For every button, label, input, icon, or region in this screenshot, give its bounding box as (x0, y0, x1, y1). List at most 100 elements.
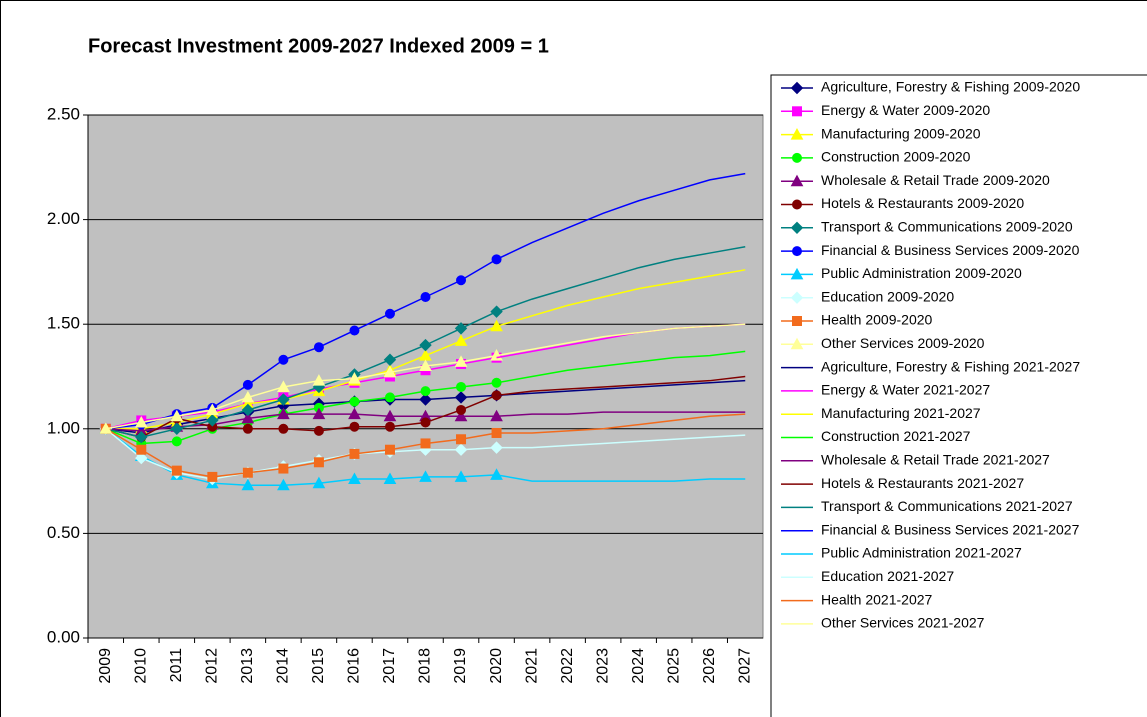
line-marker (792, 106, 802, 117)
chart-title: Forecast Investment 2009-2027 Indexed 20… (88, 35, 549, 57)
x-tick-label: 2010 (133, 648, 150, 684)
line-marker (241, 390, 255, 403)
line-marker (277, 393, 290, 406)
x-tick-label: 2026 (701, 648, 718, 684)
legend-label: Transport & Communications 2021-2027 (821, 498, 1073, 514)
line-marker (277, 380, 290, 392)
line-marker (242, 467, 253, 478)
x-tick-label: 2024 (630, 648, 647, 684)
line-marker (792, 316, 802, 326)
line-marker (170, 409, 184, 422)
legend-label: Hotels & Restaurants 2021-2027 (821, 475, 1024, 491)
line-marker (383, 409, 397, 422)
x-tick-label: 2022 (559, 648, 576, 684)
legend-label: Agriculture, Forestry & Fishing 2009-202… (821, 79, 1080, 95)
line-marker (241, 478, 255, 491)
line-marker (312, 476, 326, 489)
x-tick-label: 2023 (594, 648, 611, 684)
line-marker (384, 392, 395, 403)
y-tick-label: 0.50 (47, 523, 80, 542)
x-tick-label: 2014 (275, 648, 292, 684)
x-tick-label: 2021 (523, 648, 540, 684)
line-marker (313, 457, 324, 468)
line-marker (456, 275, 467, 286)
series-line (496, 172, 746, 261)
line-marker (419, 359, 432, 372)
legend-label: Transport & Communications 2009-2020 (821, 219, 1073, 235)
line-marker (278, 354, 289, 365)
y-tick-label: 1.00 (47, 418, 80, 437)
legend-label: Manufacturing 2009-2020 (821, 125, 981, 141)
line-marker (456, 434, 467, 445)
line-marker (456, 381, 467, 392)
legend-label: Other Services 2021-2027 (821, 615, 985, 631)
line-marker (312, 374, 326, 386)
line-marker (348, 372, 361, 384)
line-marker (384, 444, 395, 455)
line-marker (790, 337, 804, 350)
line-marker (490, 468, 503, 480)
series-line (496, 323, 746, 357)
y-tick-label: 1.50 (47, 314, 80, 333)
line-marker (136, 444, 147, 455)
line-marker (792, 199, 802, 210)
legend-label: Wholesale & Retail Trade 2009-2020 (821, 172, 1050, 188)
line-marker (205, 403, 219, 415)
legend-label: Hotels & Restaurants 2009-2020 (821, 195, 1024, 211)
line-marker (454, 391, 468, 404)
line-marker (242, 423, 253, 434)
line-marker (171, 465, 182, 476)
line-marker (313, 425, 324, 436)
line-marker (278, 463, 289, 474)
legend-label: Wholesale & Retail Trade 2021-2027 (821, 452, 1050, 468)
line-marker (313, 342, 324, 353)
series-line (105, 394, 497, 434)
legend-label: Energy & Water 2021-2027 (821, 382, 990, 398)
y-tick-label: 2.00 (47, 209, 80, 228)
series-line (496, 413, 746, 434)
series-line (105, 428, 497, 478)
line-marker (384, 308, 395, 319)
line-marker (349, 421, 360, 432)
line-marker (790, 291, 804, 304)
x-tick-label: 2025 (665, 648, 682, 684)
line-marker (790, 221, 804, 235)
legend-label: Education 2021-2027 (821, 568, 954, 584)
x-tick-label: 2011 (168, 648, 185, 683)
series-line (105, 413, 497, 432)
series-line (496, 411, 746, 417)
plot-area (87, 114, 764, 639)
line-marker (790, 267, 804, 280)
series-line (496, 379, 746, 397)
line-marker (419, 338, 432, 352)
legend-label: Financial & Business Services 2009-2020 (821, 242, 1080, 258)
x-tick-label: 2016 (346, 648, 363, 684)
legend-label: Financial & Business Services 2021-2027 (821, 521, 1080, 537)
legend-label: Public Administration 2021-2027 (821, 545, 1022, 561)
line-marker (790, 81, 804, 95)
line-marker (383, 365, 397, 378)
line-marker (170, 422, 184, 436)
line-marker (790, 174, 804, 187)
line-marker (278, 423, 289, 434)
line-marker (241, 403, 255, 417)
legend-label: Health 2009-2020 (821, 312, 933, 328)
x-tick-label: 2012 (204, 648, 221, 684)
series-line (496, 434, 746, 449)
line-marker (456, 404, 467, 415)
series-line (496, 269, 746, 328)
series-line (105, 325, 497, 430)
series-line (105, 258, 497, 430)
line-marker (790, 128, 804, 140)
line-marker (454, 355, 468, 367)
series-line (496, 375, 746, 397)
line-marker (420, 292, 431, 303)
line-marker (454, 443, 468, 456)
line-marker (454, 334, 468, 346)
x-tick-label: 2020 (488, 648, 505, 684)
line-marker (135, 430, 148, 444)
line-marker (454, 409, 468, 422)
series-line (105, 428, 497, 487)
